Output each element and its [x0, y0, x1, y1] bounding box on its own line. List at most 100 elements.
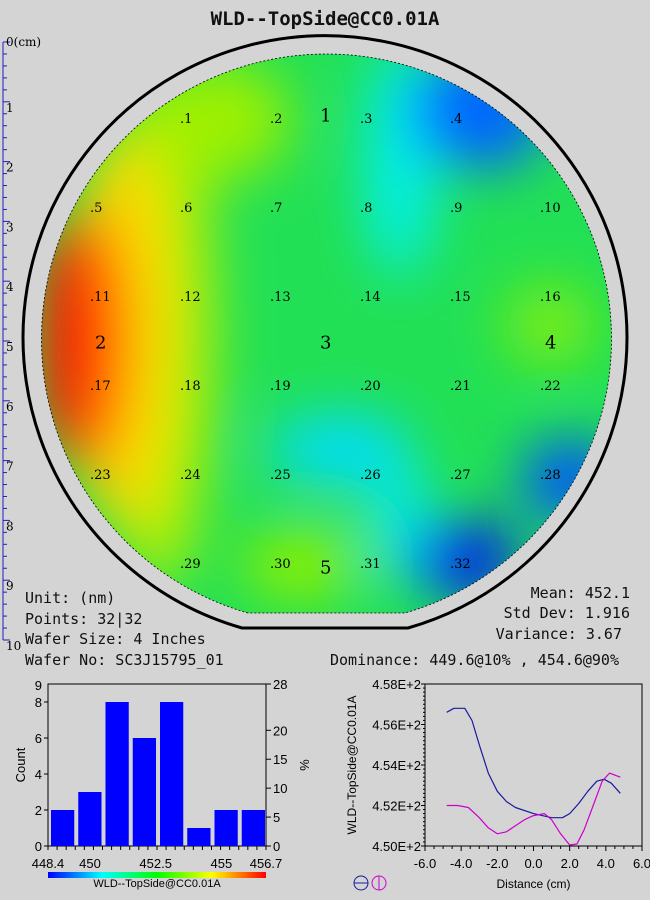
- x-tick-label: 448.4: [32, 856, 65, 871]
- vertical-ruler: 0(cm) 1 2 3 4 5 6 7 8 9 10: [2, 35, 41, 653]
- x-tick-label: 456.7: [250, 856, 283, 871]
- y-tick-label: 9: [35, 678, 42, 693]
- measurement-point: .26: [360, 468, 381, 483]
- x-tick-label: 4.0: [597, 856, 615, 871]
- measurement-point: .2: [270, 112, 282, 127]
- measurement-point: .7: [270, 201, 282, 216]
- x-tick-label: 455: [210, 856, 232, 871]
- measurement-point: .29: [180, 557, 201, 572]
- std-dev-label: Std Dev: 1.916: [503, 604, 630, 622]
- y2-tick-label: 10: [273, 781, 287, 796]
- ruler-label: 4: [6, 280, 14, 294]
- histogram-bar: [241, 810, 265, 846]
- horizontal-profile-icon[interactable]: [353, 875, 369, 891]
- y-tick-label: 4.54E+2: [372, 758, 421, 773]
- color-scale-bar: [48, 872, 266, 878]
- dominance-label: Dominance: 449.6@10% , 454.6@90%: [330, 651, 619, 669]
- y2-tick-label: 0: [273, 839, 280, 854]
- y-tick-label: 4: [35, 767, 42, 782]
- chart-title: WLD--TopSide@CC0.01A: [210, 8, 440, 30]
- zone-label: 1: [320, 106, 331, 127]
- y-tick-label: 4.56E+2: [372, 718, 421, 733]
- measurement-point: .27: [450, 468, 471, 483]
- wafer-outline: [21, 34, 629, 630]
- measurement-point: .15: [450, 290, 471, 305]
- measurement-point: .9: [450, 201, 462, 216]
- ruler-label: 10: [6, 639, 21, 653]
- zone-label: 4: [545, 333, 556, 354]
- y2-axis-label: %: [297, 759, 312, 771]
- x-axis-label: WLD--TopSide@CC0.01A: [93, 878, 221, 890]
- ruler-label: 3: [6, 220, 14, 234]
- ruler-label: 7: [6, 460, 14, 474]
- measurement-point: .17: [90, 379, 111, 394]
- x-tick-label: 6.0: [633, 856, 650, 871]
- histogram-bar: [51, 810, 75, 846]
- measurement-point: .21: [450, 379, 471, 394]
- histogram-bar: [78, 792, 102, 846]
- ruler-label: 1: [6, 101, 14, 115]
- x-tick-label: -4.0: [450, 856, 472, 871]
- variance-label: Variance: 3.67: [495, 625, 622, 643]
- x-tick-label: -2.0: [486, 856, 508, 871]
- wafer-heatmap: [41, 54, 612, 614]
- mean-label: Mean: 452.1: [530, 584, 630, 602]
- profile-line-chart: 4.50E+24.52E+24.54E+24.56E+24.58E+2-6.0-…: [345, 677, 650, 891]
- measurement-point: .14: [360, 290, 381, 305]
- y-tick-label: 2: [35, 803, 42, 818]
- y2-tick-label: 28: [273, 677, 287, 692]
- measurement-point: .23: [90, 468, 111, 483]
- ruler-label: 5: [6, 340, 14, 354]
- measurement-point: .28: [540, 468, 561, 483]
- ruler-label: 9: [6, 579, 14, 593]
- y2-tick-label: 20: [273, 723, 287, 738]
- histogram: 0 2 4 6 8 9 0 5 10 15 20 28 448.4 450 452.5 455 456.7 Cou…: [13, 677, 312, 890]
- measurement-point: .22: [540, 379, 561, 394]
- measurement-point: .31: [360, 557, 381, 572]
- ruler-label: 6: [6, 400, 14, 414]
- x-tick-label: 0.0: [524, 856, 542, 871]
- measurement-point: .3: [360, 112, 372, 127]
- y-axis-label: Count: [13, 747, 28, 782]
- y-tick-label: 4.52E+2: [372, 799, 421, 814]
- histogram-bar: [187, 828, 211, 846]
- zone-label: 3: [320, 333, 331, 354]
- zone-label: 2: [95, 333, 106, 354]
- wafer-no-label: Wafer No: SC3J15795_01: [25, 651, 224, 669]
- measurement-point: .16: [540, 290, 561, 305]
- vertical-profile-icon[interactable]: [371, 875, 387, 891]
- y-tick-label: 8: [35, 695, 42, 710]
- x-tick-label: -6.0: [414, 856, 436, 871]
- measurement-point: .25: [270, 468, 291, 483]
- measurement-point: .8: [360, 201, 372, 216]
- points-label: Points: 32|32: [25, 610, 143, 628]
- measurement-point: .11: [90, 290, 111, 305]
- series-line-horizontal: [446, 707, 621, 819]
- histogram-bar: [214, 810, 238, 846]
- measurement-point: .19: [270, 379, 291, 394]
- x-tick-label: 452.5: [139, 856, 172, 871]
- measurement-point: .6: [180, 201, 192, 216]
- histogram-bar: [132, 738, 156, 846]
- measurement-point: .4: [450, 112, 462, 127]
- y-tick-label: 4.50E+2: [372, 839, 421, 854]
- measurement-point: .10: [540, 201, 561, 216]
- histogram-bar: [105, 702, 129, 846]
- zone-label: 5: [320, 558, 331, 579]
- x-axis-label: Distance (cm): [496, 877, 570, 891]
- y2-tick-label: 5: [273, 810, 280, 825]
- series-line-vertical: [446, 772, 621, 846]
- measurement-point: .5: [90, 201, 102, 216]
- measurement-point: .24: [180, 468, 201, 483]
- ruler-label: 8: [6, 519, 14, 533]
- measurement-point: .13: [270, 290, 291, 305]
- unit-label: Unit: (nm): [25, 589, 116, 607]
- measurement-point: .20: [360, 379, 381, 394]
- y-tick-label: 4.58E+2: [372, 677, 421, 692]
- y2-tick-label: 15: [273, 752, 287, 767]
- ruler-label: 2: [6, 161, 14, 175]
- measurement-point: .1: [180, 112, 192, 127]
- x-tick-label: 2.0: [561, 856, 579, 871]
- histogram-bar: [160, 702, 184, 846]
